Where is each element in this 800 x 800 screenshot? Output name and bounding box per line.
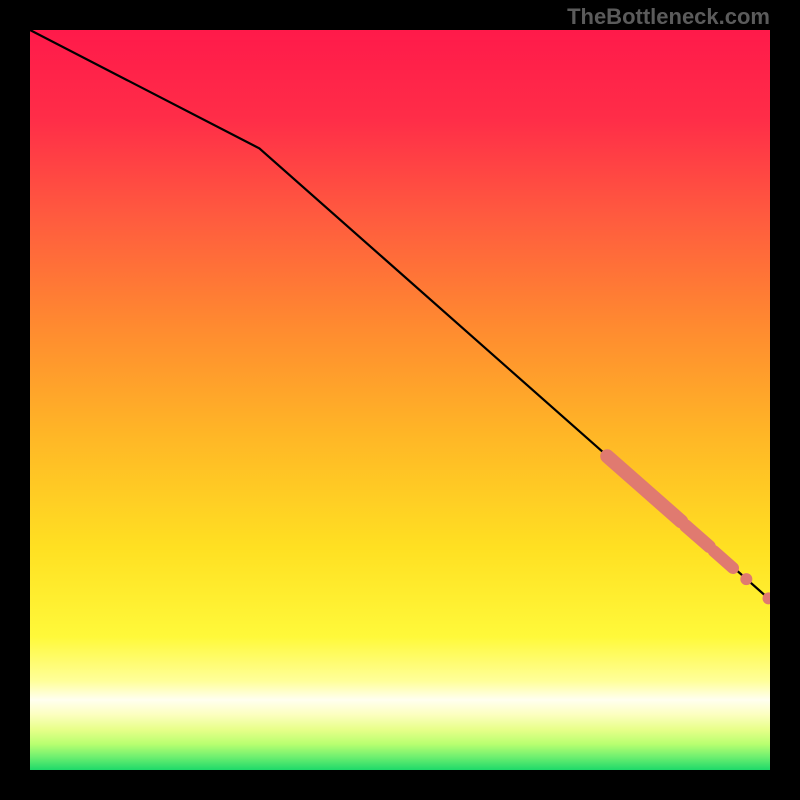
marker-dash [607, 456, 681, 521]
marker-group [607, 456, 770, 604]
plot-area [30, 30, 770, 770]
marker-dash [686, 526, 710, 547]
trend-line [30, 30, 770, 600]
chart-container: TheBottleneck.com [0, 0, 800, 800]
marker-dash [714, 551, 733, 568]
attribution-text: TheBottleneck.com [567, 4, 770, 30]
marker-dot [740, 573, 752, 585]
line-layer [30, 30, 770, 770]
